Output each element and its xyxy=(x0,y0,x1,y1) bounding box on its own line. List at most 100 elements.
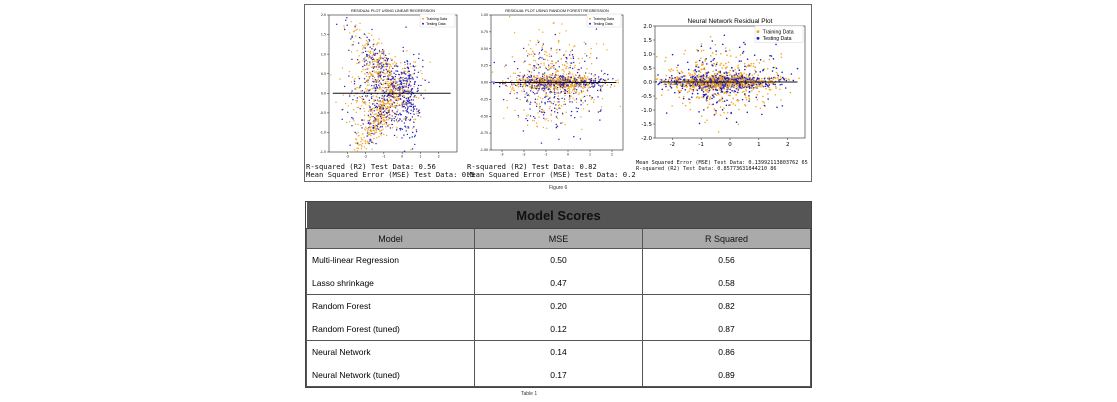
training-data-point xyxy=(584,77,587,80)
training-data-point xyxy=(752,65,755,68)
training-data-point xyxy=(362,68,364,71)
testing-data-point xyxy=(733,78,735,81)
training-data-point xyxy=(736,84,739,86)
training-data-point xyxy=(396,102,399,105)
testing-data-point xyxy=(406,100,409,103)
training-data-point xyxy=(562,113,564,116)
training-data-point xyxy=(375,128,377,130)
training-data-point xyxy=(732,83,735,86)
training-data-point xyxy=(562,103,565,106)
testing-data-point xyxy=(597,82,599,85)
training-data-point xyxy=(609,86,612,88)
testing-data-point xyxy=(579,138,582,140)
training-data-point xyxy=(391,58,393,61)
testing-data-point xyxy=(353,83,356,85)
training-data-point xyxy=(554,87,556,89)
training-data-point xyxy=(399,78,401,80)
testing-data-point xyxy=(557,60,559,62)
training-data-point xyxy=(565,86,567,88)
training-data-point xyxy=(363,136,365,139)
training-data-point xyxy=(362,46,365,48)
testing-data-point xyxy=(393,72,395,74)
training-data-point xyxy=(537,112,539,114)
testing-data-point xyxy=(723,34,726,37)
training-data-point xyxy=(715,53,717,56)
training-data-point xyxy=(350,102,353,105)
testing-data-point xyxy=(529,115,532,117)
training-data-point xyxy=(527,53,529,55)
testing-data-point xyxy=(702,77,705,80)
training-data-point xyxy=(354,142,357,144)
testing-data-point xyxy=(549,100,551,103)
testing-data-point xyxy=(694,69,697,71)
training-data-point xyxy=(559,32,561,35)
training-data-point xyxy=(370,122,373,125)
testing-data-point xyxy=(372,126,375,129)
training-data-point xyxy=(694,61,697,64)
training-data-point xyxy=(540,62,542,65)
training-data-point xyxy=(366,84,369,86)
testing-data-point xyxy=(540,49,543,51)
testing-data-point xyxy=(402,72,404,74)
training-data-point xyxy=(373,53,375,55)
training-data-point xyxy=(375,129,377,132)
testing-data-point xyxy=(562,85,565,87)
training-data-point xyxy=(587,87,589,89)
training-data-point xyxy=(712,70,715,73)
training-data-point xyxy=(701,77,703,80)
training-data-point xyxy=(528,80,530,82)
training-data-point xyxy=(713,72,716,75)
training-data-point xyxy=(330,74,332,76)
training-data-point xyxy=(394,105,396,107)
training-data-point xyxy=(760,85,762,88)
training-data-point xyxy=(546,74,548,77)
training-data-point xyxy=(370,123,372,126)
training-data-point xyxy=(408,72,410,75)
training-data-point xyxy=(367,142,369,144)
training-data-point xyxy=(397,109,399,111)
training-data-point xyxy=(386,105,389,108)
training-data-point xyxy=(546,127,548,129)
training-data-point xyxy=(543,75,546,77)
training-data-point xyxy=(556,52,558,54)
training-data-point xyxy=(706,80,708,82)
testing-data-point xyxy=(524,96,526,98)
training-data-point xyxy=(704,60,706,62)
training-data-point xyxy=(383,54,385,56)
training-data-point xyxy=(524,83,527,86)
training-data-point xyxy=(563,80,565,83)
training-data-point xyxy=(369,110,372,113)
training-data-point xyxy=(551,60,553,62)
testing-data-point xyxy=(395,99,398,101)
training-data-point xyxy=(360,124,362,127)
testing-data-point xyxy=(748,78,750,81)
training-data-point xyxy=(685,83,687,86)
training-data-point xyxy=(389,88,392,91)
testing-data-point xyxy=(751,84,754,87)
testing-data-point xyxy=(585,55,588,57)
testing-data-point xyxy=(726,99,728,102)
testing-data-point xyxy=(738,69,741,72)
testing-data-point xyxy=(409,63,411,65)
testing-data-point xyxy=(532,115,535,118)
training-data-point xyxy=(395,63,397,65)
testing-data-point xyxy=(599,85,601,87)
testing-data-point xyxy=(411,136,413,138)
training-data-point xyxy=(779,88,781,91)
training-data-point xyxy=(387,110,389,112)
training-data-point xyxy=(654,75,657,78)
training-data-point xyxy=(355,88,357,90)
training-data-point xyxy=(369,108,371,110)
testing-data-point xyxy=(407,112,410,114)
training-data-point xyxy=(387,63,389,65)
testing-data-point xyxy=(416,76,418,78)
training-data-point xyxy=(568,86,570,88)
training-data-point xyxy=(388,66,391,68)
testing-data-point xyxy=(517,114,519,117)
testing-data-point xyxy=(740,87,743,89)
testing-data-point xyxy=(763,104,766,107)
testing-data-point xyxy=(384,94,386,97)
training-data-point xyxy=(388,86,391,88)
testing-data-point xyxy=(399,129,402,131)
testing-data-point xyxy=(572,56,574,58)
